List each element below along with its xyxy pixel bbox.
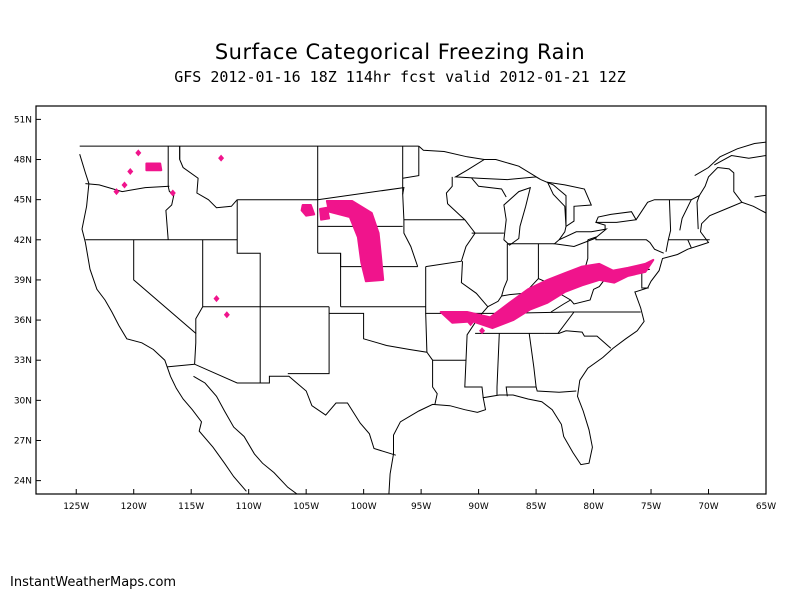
freezing-rain-dot: [467, 319, 474, 327]
border-line: [487, 243, 508, 308]
border-line: [471, 177, 507, 198]
border-line: [287, 306, 330, 375]
freezing-rain-dot: [113, 188, 120, 196]
lat-tick-label: 24N: [14, 477, 32, 487]
border-line: [179, 146, 238, 209]
longitude-axis: 125W 120W 115W 110W 105W 100W 95W 90W 85W 80W 75W 7…: [63, 489, 776, 512]
border-line: [544, 330, 612, 349]
freezing-rain-dot: [223, 311, 230, 319]
lat-tick-label: 36N: [14, 316, 32, 326]
border-line: [558, 226, 567, 241]
border-line: [535, 386, 577, 393]
lon-tick-label: 105W: [293, 502, 319, 512]
border-line: [425, 219, 476, 268]
lon-tick-label: 120W: [121, 502, 147, 512]
border-line: [425, 266, 482, 314]
map-title: Surface Categorical Freezing Rain: [214, 40, 586, 64]
freezing-rain-area: [325, 200, 385, 283]
great-lake: [503, 186, 532, 246]
freezing-rain-dot: [121, 181, 128, 189]
freezing-rain-dot: [361, 248, 368, 256]
border-line: [587, 236, 664, 254]
border-line: [679, 199, 692, 231]
border-line: [167, 363, 396, 456]
lon-tick-label: 115W: [178, 502, 204, 512]
border-line: [464, 313, 484, 398]
border-line: [402, 146, 420, 179]
border-line: [329, 312, 438, 405]
site-credit: InstantWeatherMaps.com: [10, 575, 177, 590]
border-line: [460, 261, 489, 314]
maritimes-coast: [754, 194, 766, 198]
border-line: [595, 221, 606, 230]
freezing-rain-dot: [135, 149, 142, 157]
freezing-rain-dot: [169, 189, 176, 197]
lon-tick-label: 70W: [698, 502, 718, 512]
freezing-rain-dot: [479, 327, 486, 335]
great-lake: [546, 181, 593, 228]
gaspe-coast: [714, 154, 766, 166]
latitude-axis: 51N 48N 45N 42N 39N 36N 33N 30N 27N 24N: [14, 115, 41, 487]
lat-tick-label: 33N: [14, 356, 32, 366]
lon-tick-label: 95W: [411, 502, 431, 512]
lat-tick-label: 48N: [14, 156, 32, 166]
border-line: [317, 187, 405, 201]
border-line: [505, 333, 537, 397]
atlantic-gulf-coastline: [388, 201, 766, 494]
freezing-rain-area: [300, 204, 316, 217]
freezing-rain-dot: [333, 201, 340, 209]
border-line: [496, 333, 500, 395]
land-outlines: [79, 141, 766, 494]
freezing-rain-area: [439, 258, 655, 330]
state-borders: [79, 145, 743, 456]
lat-tick-label: 45N: [14, 196, 32, 206]
freezing-rain-area: [319, 206, 331, 221]
border-line: [236, 199, 261, 307]
freezing-rain-dot: [127, 168, 134, 176]
pacific-coastline: [79, 154, 247, 492]
st-lawrence-coast: [694, 141, 766, 177]
border-line: [425, 313, 428, 353]
border-line: [85, 183, 170, 193]
border-line: [641, 270, 649, 289]
lon-tick-label: 90W: [468, 502, 488, 512]
border-line: [445, 176, 466, 221]
border-line: [557, 311, 575, 334]
great-lake: [595, 211, 637, 223]
freezing-rain-dot: [218, 154, 225, 162]
gulf-of-california-coast: [193, 375, 298, 494]
lon-tick-label: 85W: [526, 502, 546, 512]
lon-tick-label: 80W: [583, 502, 603, 512]
lon-tick-label: 65W: [756, 502, 776, 512]
lon-tick-label: 100W: [351, 502, 377, 512]
lon-tick-label: 75W: [641, 502, 661, 512]
border-line: [550, 299, 571, 313]
lon-tick-label: 110W: [236, 502, 262, 512]
border-line: [402, 146, 419, 267]
lon-tick-label: 125W: [63, 502, 89, 512]
border-line: [418, 145, 485, 160]
great-lake: [453, 159, 541, 181]
freezing-rain-dot: [213, 295, 220, 303]
map-frame: [35, 105, 767, 495]
lat-tick-label: 39N: [14, 276, 32, 286]
lat-tick-label: 42N: [14, 236, 32, 246]
freezing-rain-area: [145, 162, 163, 172]
border-line: [133, 239, 197, 365]
lat-tick-label: 51N: [14, 115, 32, 125]
border-line: [665, 199, 672, 252]
lat-tick-label: 27N: [14, 436, 32, 446]
border-line: [540, 179, 567, 227]
border-line: [687, 239, 692, 249]
freezing-rain-layer: [113, 149, 655, 335]
border-line: [696, 195, 700, 230]
great-lake: [553, 228, 609, 248]
lat-tick-label: 30N: [14, 396, 32, 406]
map-subtitle: GFS 2012-01-16 18Z 114hr fcst valid 2012…: [174, 68, 626, 86]
border-line: [195, 239, 204, 334]
border-line: [635, 166, 743, 220]
